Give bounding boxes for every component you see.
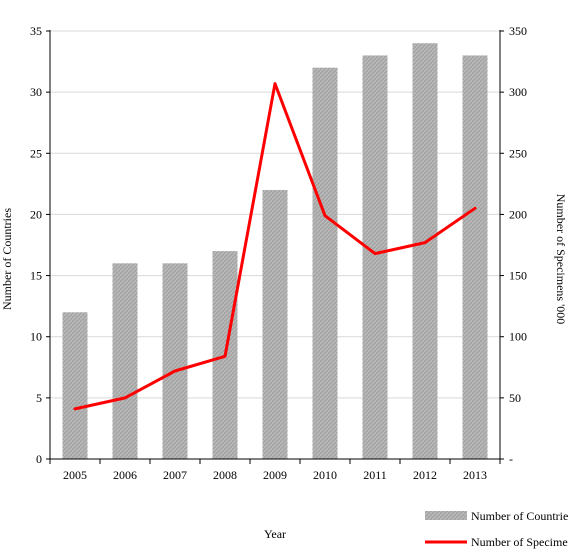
specimens-point-2009 [273, 82, 277, 85]
left-tick-label: 30 [30, 85, 42, 99]
bar-2011 [362, 55, 388, 459]
x-tick-label: 2013 [463, 468, 487, 482]
specimens-point-2008 [223, 355, 227, 358]
legend-swatch-countries [425, 511, 467, 520]
x-tick-label: 2005 [63, 468, 87, 482]
left-tick-label: 20 [30, 207, 42, 221]
right-tick-label: 100 [509, 330, 527, 344]
right-tick-label: - [509, 452, 513, 466]
specimens-point-2005 [73, 407, 77, 411]
specimens-point-2011 [373, 252, 377, 255]
bar-series [62, 43, 488, 459]
bar-2013 [462, 55, 488, 459]
left-y-ticks: 0 5 10 15 20 25 30 35 [30, 24, 50, 466]
bar-2012 [412, 43, 438, 459]
x-ticks: 2005 2006 2007 2008 2009 2010 2011 2012 2013 [49, 459, 501, 482]
right-tick-label: 50 [509, 391, 521, 405]
right-tick-label: 200 [509, 207, 527, 221]
specimens-point-2006 [123, 396, 127, 400]
x-tick-label: 2012 [413, 468, 437, 482]
right-tick-label: 350 [509, 24, 527, 38]
left-tick-label: 25 [30, 146, 42, 160]
right-tick-label: 300 [509, 85, 527, 99]
left-tick-label: 0 [36, 452, 42, 466]
legend-label-countries: Number of Countries [471, 509, 568, 523]
specimens-point-2007 [173, 369, 177, 373]
x-tick-label: 2010 [313, 468, 337, 482]
right-y-ticks: - 50 100 150 200 250 300 350 [500, 24, 527, 466]
specimens-point-2013 [473, 207, 477, 210]
x-tick-label: 2006 [113, 468, 137, 482]
right-tick-label: 150 [509, 269, 527, 283]
left-y-axis-title: Number of Countries [0, 208, 14, 310]
left-tick-label: 15 [30, 269, 42, 283]
x-tick-label: 2011 [363, 468, 387, 482]
line-series [73, 82, 477, 411]
axis-lines [49, 30, 501, 460]
left-tick-label: 35 [30, 24, 42, 38]
legend: Number of Countries Number of Specimens [425, 509, 568, 549]
bar-2005 [62, 312, 88, 459]
x-axis-title: Year [264, 527, 286, 541]
x-tick-label: 2009 [263, 468, 287, 482]
right-tick-label: 250 [509, 146, 527, 160]
x-tick-label: 2007 [163, 468, 187, 482]
legend-label-specimens: Number of Specimens [471, 535, 568, 549]
left-tick-label: 5 [36, 391, 42, 405]
x-tick-label: 2008 [213, 468, 237, 482]
bar-2009 [262, 189, 288, 459]
right-y-axis-title: Number of Specimens '000 [554, 194, 568, 324]
specimens-point-2012 [423, 241, 427, 244]
specimens-point-2010 [323, 214, 327, 217]
bar-2007 [162, 263, 188, 459]
bar-2010 [312, 67, 338, 459]
left-tick-label: 10 [30, 330, 42, 344]
bar-2006 [112, 263, 138, 459]
